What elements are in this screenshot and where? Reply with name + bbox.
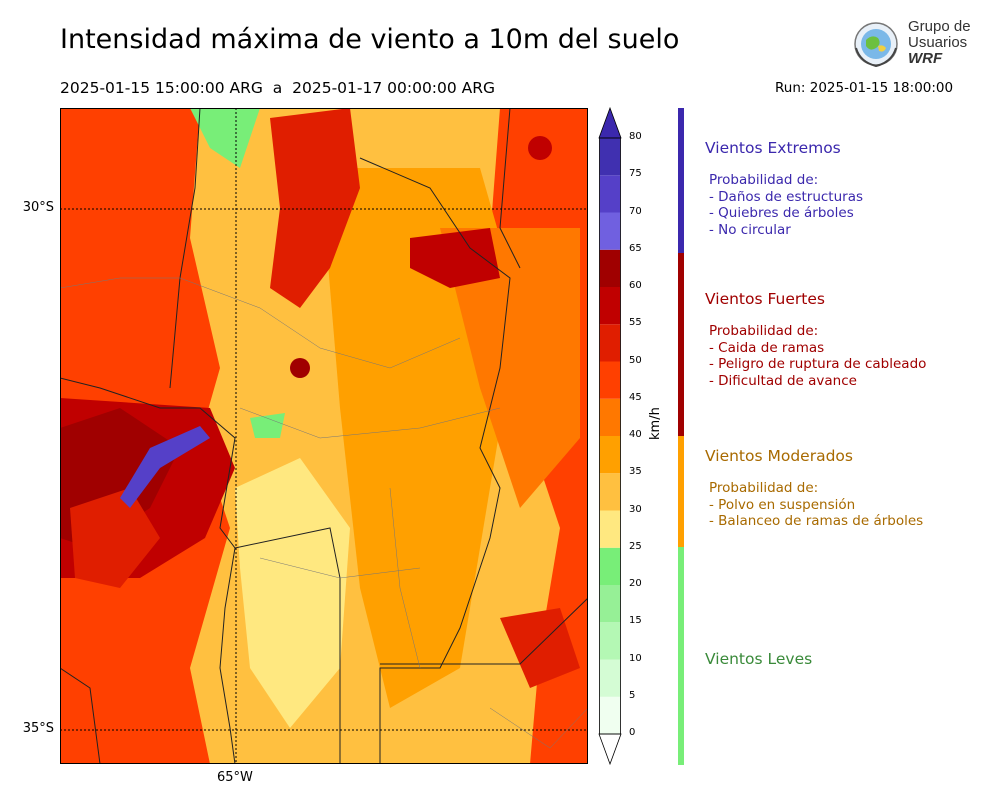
colorbar-cell — [599, 361, 621, 399]
category-desc-fuertes: Probabilidad de: - Caida de ramas - Peligr… — [709, 323, 927, 389]
colorbar-cell — [599, 138, 621, 176]
colorbar-tick-label: 75 — [629, 168, 642, 180]
colorbar-cell — [599, 585, 621, 623]
wind-zone-east-orange — [440, 228, 580, 508]
colorbar-tick-label: 10 — [629, 652, 642, 664]
colorbar-tick-label: 70 — [629, 205, 642, 217]
colorbar-tick-label: 20 — [629, 578, 642, 589]
colorbar — [598, 106, 622, 766]
colorbar-cell — [599, 249, 621, 287]
colorbar-frame — [599, 137, 621, 735]
category-bar-moderados — [678, 436, 684, 547]
colorbar-unit: km/h — [648, 407, 663, 440]
colorbar-cell — [599, 398, 621, 436]
lat-label-35s: 35°S — [22, 721, 54, 736]
colorbar-tick-label: 65 — [629, 242, 642, 254]
colorbar-cell — [599, 324, 621, 362]
colorbar-tick-label: 40 — [629, 429, 642, 440]
wind-zone-southeast — [500, 608, 580, 688]
colorbar-cell — [599, 436, 621, 474]
wind-zone-andes-south — [70, 488, 160, 588]
wind-zone-calm-north — [190, 108, 260, 168]
lat-label-30s: 30°S — [22, 200, 54, 215]
colorbar-min-extension — [598, 733, 622, 766]
political-borders — [60, 108, 588, 764]
department-borders — [60, 277, 588, 749]
category-title-fuertes: Vientos Fuertes — [705, 290, 825, 308]
map-frame — [60, 108, 588, 764]
colorbar-tick-label: 30 — [629, 503, 642, 515]
colorbar-tick-label: 15 — [629, 615, 642, 627]
colorbar-tick-label: 50 — [629, 354, 642, 366]
wind-zone-extreme — [120, 426, 210, 508]
colorbar-tick-label: 35 — [629, 466, 642, 478]
graticule — [60, 108, 588, 764]
category-title-leves: Vientos Leves — [705, 650, 813, 668]
globe-logo-icon — [854, 22, 898, 68]
logo-text-line3: WRF — [908, 50, 943, 67]
wind-zone-north — [270, 108, 360, 308]
wind-zone-northeast — [410, 228, 500, 288]
forecast-period: 2025-01-15 15:00:00 ARG a 2025-01-17 00:… — [60, 79, 496, 97]
category-bar-fuertes — [678, 253, 684, 436]
logo-text-line2: Usuarios — [908, 34, 968, 51]
wind-zone-light — [235, 458, 350, 728]
colorbar-cell — [599, 547, 621, 585]
category-desc-extremos: Probabilidad de: - Daños de estructuras - … — [709, 172, 864, 238]
colorbar-cell — [599, 510, 621, 548]
colorbar-tick-label: 45 — [629, 391, 642, 403]
lon-label-65w: 65°W — [217, 770, 253, 785]
colorbar-cell — [599, 287, 621, 325]
wind-map — [60, 108, 588, 764]
colorbar-cell — [599, 175, 621, 213]
colorbar-cell — [599, 473, 621, 511]
logo-text-line1: Grupo de — [908, 18, 971, 35]
colorbar-cell — [599, 659, 621, 697]
colorbar-max-extension — [598, 106, 622, 139]
logo: Grupo de Usuarios WRF — [848, 18, 978, 72]
colorbar-tick-label: 5 — [629, 689, 636, 701]
category-title-extremos: Vientos Extremos — [705, 139, 841, 157]
category-bar-leves — [678, 547, 684, 765]
colorbar-cell — [599, 622, 621, 660]
run-time: Run: 2025-01-15 18:00:00 — [775, 80, 954, 96]
category-desc-moderados: Probabilidad de: - Polvo en suspensión - B… — [709, 480, 924, 529]
colorbar-tick-label: 55 — [629, 317, 642, 329]
category-bar-extremos — [678, 108, 684, 253]
map-title: Intensidad máxima de viento a 10m del su… — [60, 24, 680, 55]
category-title-moderados: Vientos Moderados — [705, 447, 853, 465]
colorbar-cell — [599, 212, 621, 250]
colorbar-tick-label: 0 — [629, 727, 636, 738]
colorbar-tick-label: 60 — [629, 280, 642, 291]
colorbar-tick-label: 80 — [629, 131, 642, 142]
wind-spot-northeast — [528, 136, 552, 160]
wind-spot-center — [290, 358, 310, 378]
colorbar-cell — [599, 696, 621, 734]
wind-zone-calm-center — [250, 413, 285, 438]
colorbar-tick-label: 25 — [629, 540, 642, 552]
